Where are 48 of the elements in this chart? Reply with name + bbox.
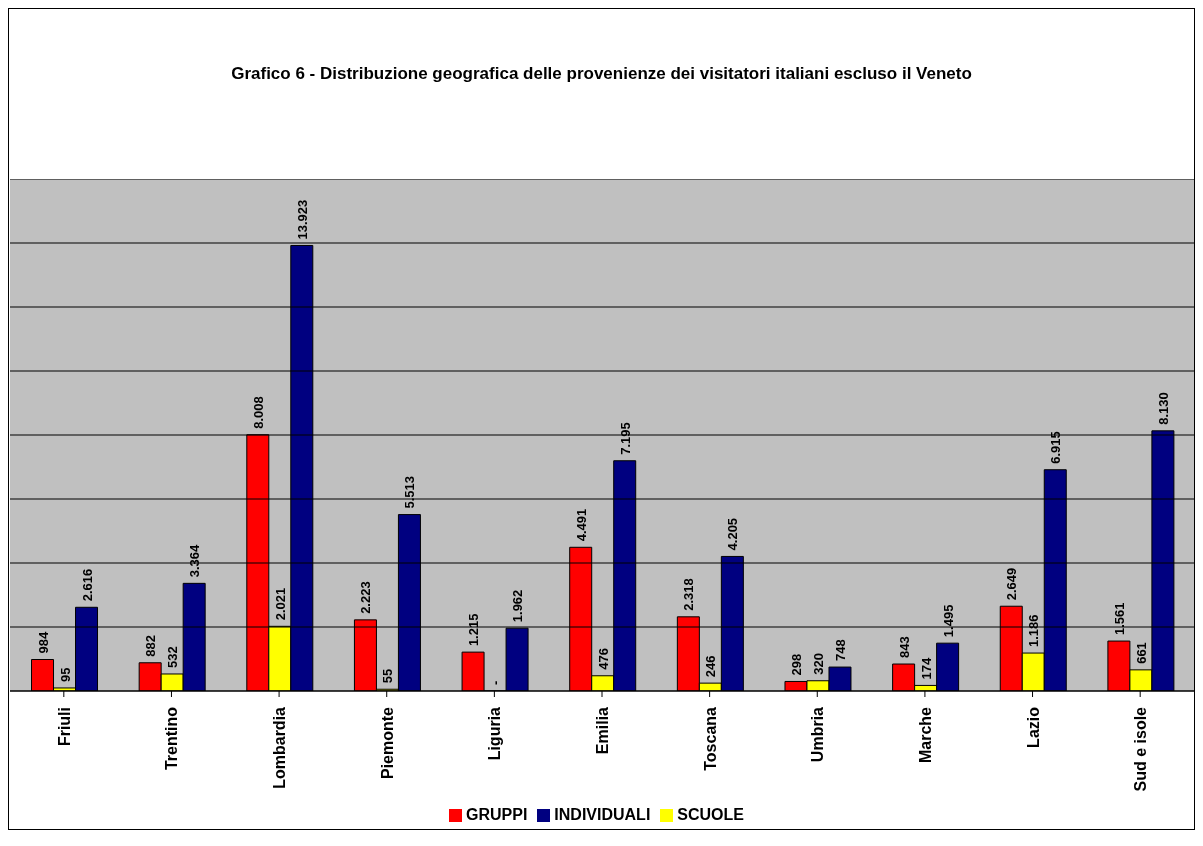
data-label: 95 <box>57 667 73 682</box>
x-tick-label: Sud e isole <box>1132 706 1150 792</box>
data-label: 2.649 <box>1004 567 1020 601</box>
data-label: 5.513 <box>402 476 418 509</box>
data-label: 1.215 <box>466 613 482 647</box>
chart-title: Grafico 6 - Distribuzione geografica delle provenienze dei visitatori italiani escluso il Veneto <box>230 63 973 85</box>
data-label: 55 <box>380 668 396 684</box>
data-label: 174 <box>918 656 934 680</box>
data-label: 8.130 <box>1155 392 1171 425</box>
data-label: 6.915 <box>1048 431 1064 464</box>
x-tick-label: Marche <box>916 706 934 764</box>
x-tick-label: Friuli <box>55 707 73 747</box>
data-label: 246 <box>703 655 719 678</box>
x-tick-label: Liguria <box>486 706 504 761</box>
data-label: 1.962 <box>510 589 526 623</box>
data-label: 4.205 <box>725 517 741 551</box>
data-label: 8.008 <box>250 396 266 429</box>
data-label: 3.364 <box>187 544 203 578</box>
data-label: - <box>488 680 504 685</box>
data-label: 661 <box>1133 642 1149 664</box>
data-label: 320 <box>810 653 826 675</box>
data-label: 476 <box>595 648 611 670</box>
legend-label: INDIVIDUALI <box>554 806 651 823</box>
data-label: 2.223 <box>358 581 374 614</box>
legend-label: GRUPPI <box>465 806 528 823</box>
data-label: 4.491 <box>573 508 589 542</box>
data-label: 298 <box>788 653 804 676</box>
data-label: 13.923 <box>294 199 310 240</box>
data-label: 1.186 <box>1026 614 1042 648</box>
data-label: 2.318 <box>681 578 697 611</box>
x-tick-label: Trentino <box>163 706 181 771</box>
data-label: 7.195 <box>617 422 633 455</box>
data-label: 748 <box>832 639 848 662</box>
x-tick-label: Toscana <box>701 706 719 771</box>
legend-label: SCUOLE <box>677 806 744 823</box>
data-label: 882 <box>143 635 159 657</box>
x-tick-label: Emilia <box>594 706 611 755</box>
x-tick-label: Umbria <box>809 706 827 763</box>
x-tick-label: Piemonte <box>378 706 396 780</box>
data-label: 843 <box>896 636 912 659</box>
x-tick-label: Lazio <box>1024 706 1042 748</box>
data-label: 984 <box>35 631 51 654</box>
data-label: 1.495 <box>940 604 956 638</box>
data-label: 2.616 <box>79 568 95 602</box>
data-label: 1.561 <box>1111 602 1127 636</box>
data-label: 2.021 <box>272 587 288 621</box>
x-tick-label: Lombardia <box>271 706 289 789</box>
data-label: 532 <box>165 646 181 668</box>
